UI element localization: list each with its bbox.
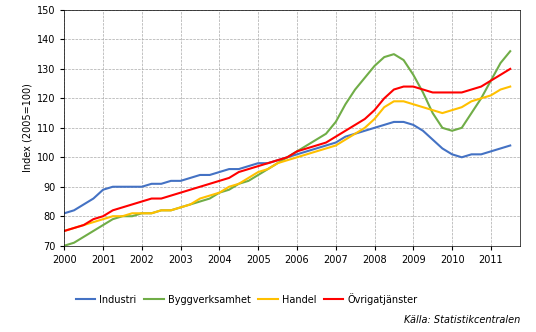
Legend: Industri, Byggverksamhet, Handel, Övrigatjänster: Industri, Byggverksamhet, Handel, Övriga… <box>76 293 417 305</box>
Y-axis label: Index (2005=100): Index (2005=100) <box>23 83 33 172</box>
Text: Källa: Statistikcentralen: Källa: Statistikcentralen <box>404 315 520 325</box>
